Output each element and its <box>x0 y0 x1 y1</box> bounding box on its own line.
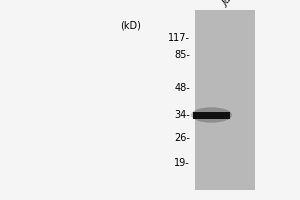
Text: Jurkat: Jurkat <box>221 0 248 8</box>
Text: 34-: 34- <box>174 110 190 120</box>
Text: 26-: 26- <box>174 133 190 143</box>
Text: 85-: 85- <box>174 50 190 60</box>
Text: 48-: 48- <box>174 83 190 93</box>
Bar <box>193 112 230 118</box>
Bar <box>195 10 255 190</box>
Text: (kD): (kD) <box>120 20 141 30</box>
Ellipse shape <box>191 107 232 123</box>
Text: 19-: 19- <box>174 158 190 168</box>
Text: 117-: 117- <box>168 33 190 43</box>
